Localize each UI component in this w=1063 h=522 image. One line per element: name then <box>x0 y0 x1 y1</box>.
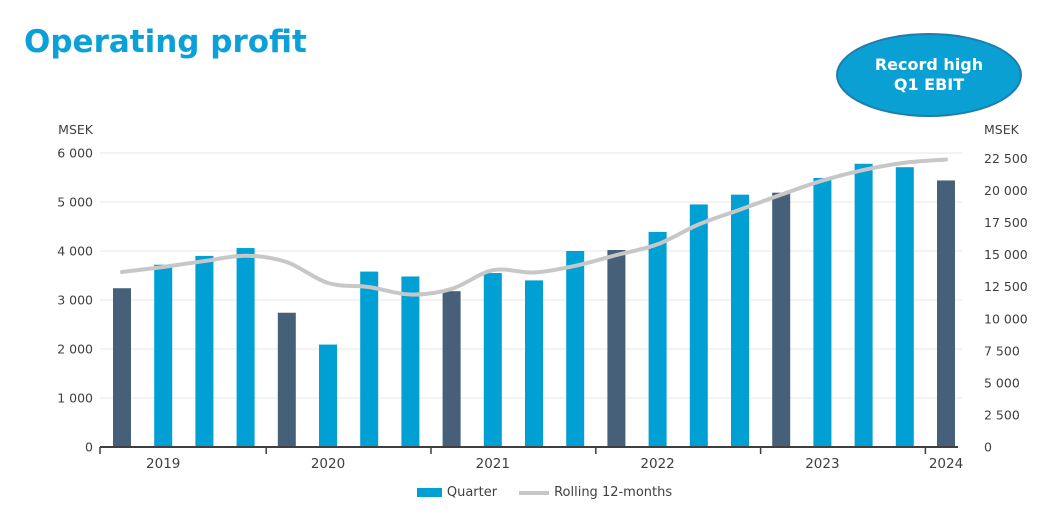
bar-q3-2020 <box>360 271 379 447</box>
bar-q2-2020 <box>319 344 337 447</box>
left-axis-tick-label: 1 000 <box>57 391 93 406</box>
x-axis-year-label: 2020 <box>311 456 345 472</box>
right-axis-unit-label: MSEK <box>984 122 1020 137</box>
bar-q2-2023 <box>813 177 832 448</box>
left-axis-tick-label: 3 000 <box>57 293 93 308</box>
right-axis-tick-label: 0 <box>984 440 992 455</box>
bar-q2-2019 <box>154 264 173 447</box>
page-title: Operating profit <box>24 24 307 60</box>
chart-legend: Quarter Rolling 12-months <box>13 485 1063 500</box>
badge-line-2: Q1 EBIT <box>893 75 965 94</box>
bar-q4-2022 <box>731 194 749 447</box>
bar-q2-2021 <box>483 273 502 447</box>
right-axis-tick-label: 10 000 <box>984 311 1028 326</box>
x-axis-year-label: 2022 <box>640 456 674 472</box>
legend-rolling-swatch <box>519 490 550 495</box>
x-axis-year-label: 2023 <box>805 456 839 472</box>
bar-q3-2022 <box>689 204 708 447</box>
left-axis-tick-label: 0 <box>85 440 93 455</box>
bar-q3-2019 <box>195 255 214 447</box>
right-axis-tick-label: 7 500 <box>984 343 1020 358</box>
bar-q1-2022 <box>607 250 626 447</box>
right-axis-tick-label: 2 500 <box>984 407 1020 422</box>
bar-q2-2022 <box>648 231 667 447</box>
x-axis-year-label: 2019 <box>146 456 180 472</box>
bar-q4-2023 <box>895 167 914 447</box>
bar-q3-2021 <box>525 280 543 447</box>
bar-q4-2020 <box>401 276 420 447</box>
x-axis-year-label: 2021 <box>476 456 510 472</box>
badge-line-1: Record high <box>874 55 984 74</box>
bar-q1-2024 <box>937 180 955 447</box>
legend-quarter-swatch <box>416 488 442 497</box>
right-axis-tick-label: 20 000 <box>984 183 1028 198</box>
legend-item-quarter: Quarter <box>416 485 498 500</box>
legend-item-rolling: Rolling 12-months <box>519 485 672 500</box>
left-axis-tick-label: 5 000 <box>57 195 93 210</box>
right-axis-tick-label: 12 500 <box>984 279 1028 294</box>
right-axis-tick-label: 22 500 <box>984 151 1028 166</box>
bar-q1-2020 <box>277 312 296 447</box>
left-axis-tick-label: 4 000 <box>57 244 93 259</box>
left-axis-unit-label: MSEK <box>58 122 94 137</box>
right-axis-tick-label: 15 000 <box>984 247 1028 262</box>
rolling-12-months-line <box>120 157 948 297</box>
legend-quarter-label: Quarter <box>446 485 498 500</box>
left-axis-tick-label: 2 000 <box>57 342 93 357</box>
right-axis-tick-label: 5 000 <box>984 375 1020 390</box>
left-axis-tick-label: 6 000 <box>57 146 93 161</box>
x-axis-year-label: 2024 <box>929 456 963 472</box>
bar-q1-2019 <box>113 288 131 447</box>
bar-q1-2021 <box>442 291 461 447</box>
bar-q1-2023 <box>772 192 791 447</box>
bar-q4-2021 <box>566 251 585 447</box>
legend-rolling-label: Rolling 12-months <box>554 485 673 500</box>
record-high-badge: Record high Q1 EBIT <box>836 33 1022 117</box>
right-axis-tick-label: 17 500 <box>984 215 1028 230</box>
bar-q3-2023 <box>854 163 873 447</box>
bar-q4-2019 <box>236 248 255 447</box>
